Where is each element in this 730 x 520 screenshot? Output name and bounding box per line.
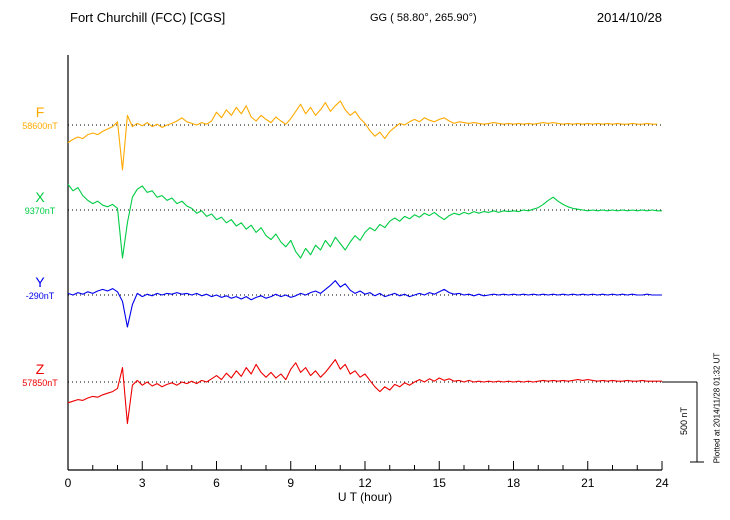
x-tick-label: 6 [213,476,220,490]
station-title: Fort Churchill (FCC) [CGS] [70,10,226,25]
component-letter: Y [35,274,45,290]
component-label-y: Y -290nT [8,274,72,302]
x-tick-label: 9 [287,476,294,490]
component-letter: X [35,189,45,205]
x-tick-label: 0 [65,476,72,490]
component-label-x: X 9370nT [8,189,72,217]
x-tick-label: 18 [507,476,521,490]
component-baseline-value: 58600nT [22,121,58,131]
x-tick-label: 3 [139,476,146,490]
component-label-f: F 58600nT [8,104,72,132]
geo-coordinates: GG ( 58.80°, 265.90°) [370,12,477,24]
component-letter: Z [35,361,45,377]
scale-bar-label: 500 nT [679,406,689,436]
plot-date: 2014/10/28 [596,10,662,25]
trace-y [67,280,662,328]
x-axis-label: U T (hour) [337,490,393,504]
x-tick-label: 12 [358,476,372,490]
component-label-z: Z 57850nT [8,361,72,389]
component-baseline-value: 57850nT [22,378,58,388]
x-tick-label: 21 [581,476,595,490]
x-tick-label: 24 [655,476,669,490]
plotted-at-label: Plotted at 2014/11/28 01:32 UT [712,352,722,464]
trace-x [67,184,662,259]
trace-z [67,359,662,425]
component-letter: F [35,104,45,120]
x-tick-label: 15 [433,476,447,490]
component-baseline-value: -290nT [25,291,55,301]
trace-f [67,100,658,171]
component-baseline-value: 9370nT [24,206,56,216]
